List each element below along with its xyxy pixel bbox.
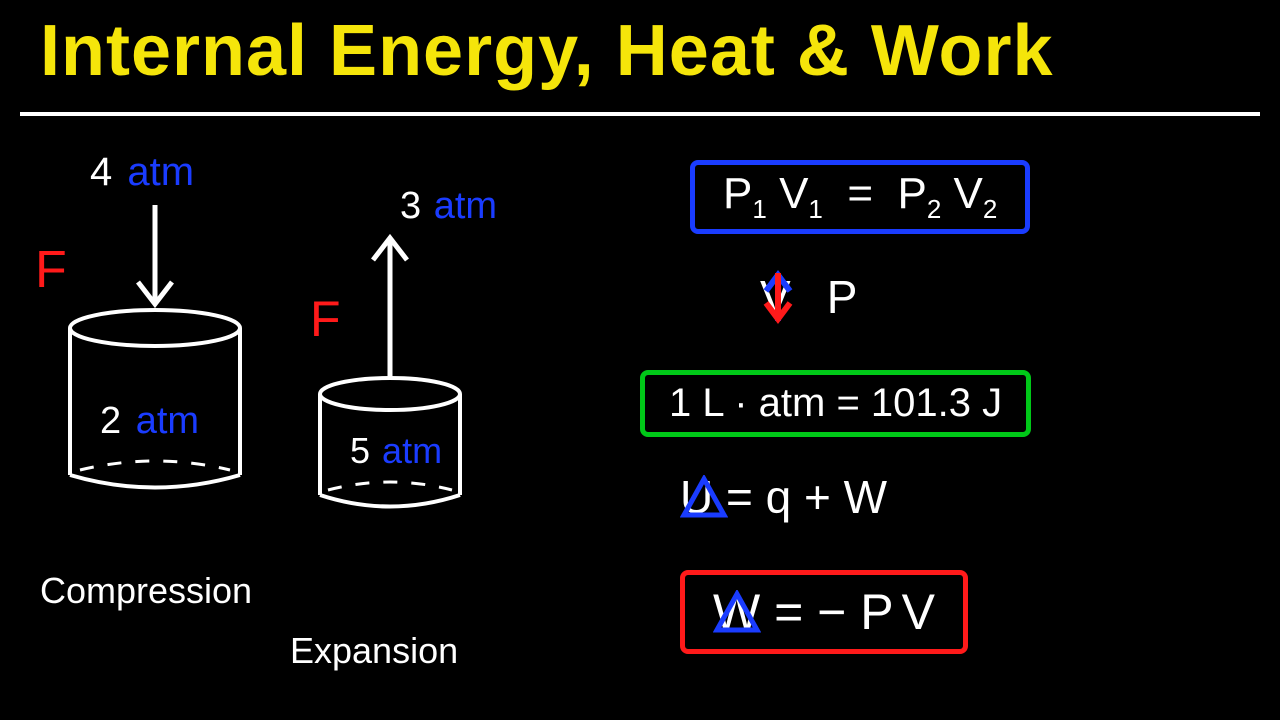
vp-p: P	[827, 270, 858, 324]
comp-top-value: 4	[90, 150, 112, 194]
title-underline	[20, 112, 1260, 116]
expansion-label: Expansion	[290, 630, 458, 672]
comp-inner-unit: atm	[136, 400, 199, 442]
comp-inner-value: 2	[100, 400, 121, 442]
delta-triangle-icon-2	[713, 590, 761, 634]
compression-force-label: F	[35, 240, 67, 300]
boyles-law-box: P1 V1 = P2 V2	[690, 160, 1030, 234]
delta-triangle-icon	[680, 475, 728, 519]
boyle-p1: P	[723, 169, 752, 218]
expansion-force-label: F	[310, 290, 341, 348]
expansion-inner-label: 5 atm	[350, 430, 442, 472]
comp-top-unit: atm	[127, 150, 194, 194]
compression-inner-label: 2 atm	[100, 400, 199, 443]
exp-inner-value: 5	[350, 430, 370, 471]
boyle-v2: V	[954, 169, 983, 218]
title-text: Internal Energy, Heat & Work	[40, 11, 1054, 91]
work-equation-box: W = − P V	[680, 570, 968, 654]
conversion-text: 1 L · atm = 101.3 J	[669, 381, 1002, 425]
volume-pressure-relation: V P	[760, 270, 857, 324]
delta-u-equation: U = q + W	[680, 470, 887, 524]
compression-top-label: 4 atm	[90, 150, 194, 195]
expansion-top-label: 3 atm	[400, 185, 497, 228]
exp-top-value: 3	[400, 185, 421, 227]
exp-top-unit: atm	[434, 185, 497, 227]
work-suffix: V	[902, 583, 935, 641]
page-title: Internal Energy, Heat & Work	[40, 10, 1054, 92]
expansion-arrow-up	[365, 230, 415, 385]
compression-label: Compression	[40, 570, 252, 612]
boyle-v1: V	[779, 169, 808, 218]
compression-arrow-down	[130, 200, 180, 320]
down-arrow-icon	[760, 269, 796, 325]
boyle-eq: = P	[835, 169, 927, 218]
conversion-box: 1 L · atm = 101.3 J	[640, 370, 1031, 437]
exp-inner-unit: atm	[382, 430, 442, 471]
